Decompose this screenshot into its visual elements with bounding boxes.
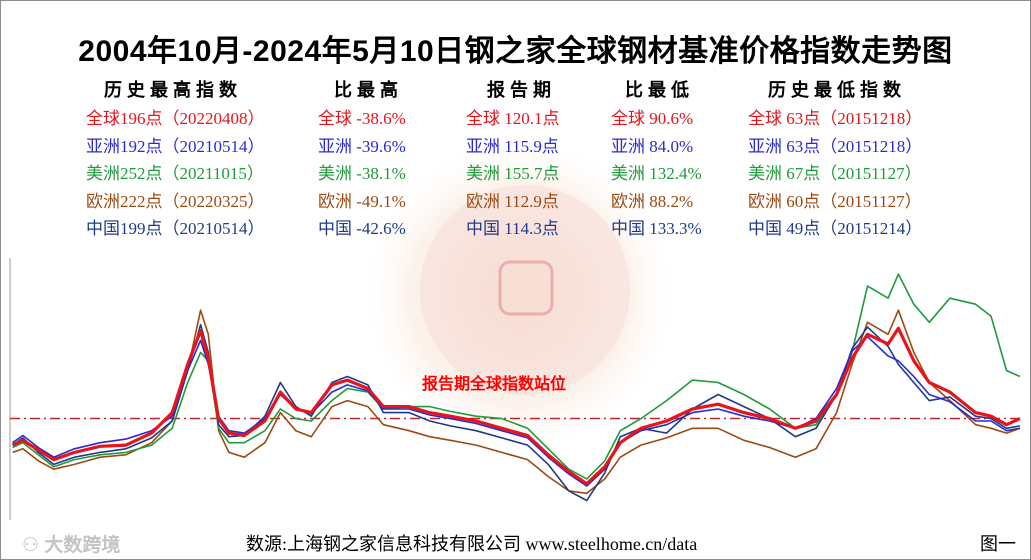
series-line-global: [11, 326, 1021, 486]
col-header-vs-high: 比最高: [334, 80, 403, 100]
watermark-text: ⚇ 大数跨境: [22, 535, 121, 556]
cell-vs-high-row-2: 美洲 -38.1%: [318, 164, 406, 183]
cell-hist-high-row-4: 中国199点（20210514）: [86, 219, 265, 238]
cell-report-row-0: 全球 120.1点: [466, 109, 560, 128]
cell-hist-low-row-3: 欧洲 60点（20151127）: [748, 191, 922, 211]
cell-vs-high-row-3: 欧洲 -49.1%: [318, 191, 406, 211]
cell-vs-low-row-1: 亚洲 84.0%: [611, 136, 694, 156]
cell-hist-low-row-2: 美洲 67点（20151127）: [748, 164, 922, 183]
cell-report-row-1: 亚洲 115.9点: [466, 136, 559, 156]
col-header-vs-low: 比最低: [625, 80, 694, 100]
cell-report-row-3: 欧洲 112.9点: [466, 191, 559, 211]
cell-vs-low-row-2: 美洲 132.4%: [611, 164, 702, 183]
cell-report-row-4: 中国 114.3点: [466, 219, 559, 238]
logo-halo: [360, 135, 680, 455]
cell-hist-low-row-4: 中国 49点（20151214）: [748, 219, 923, 238]
col-header-hist-low: 历史最低指数: [768, 80, 906, 100]
logo-circle: [420, 185, 630, 395]
cell-hist-high-row-3: 欧洲222点（20220325）: [86, 191, 265, 211]
figure-label: 图一: [980, 534, 1016, 554]
cell-hist-high-row-2: 美洲252点（20211015）: [86, 164, 264, 183]
cell-vs-high-row-4: 中国 -42.6%: [318, 219, 406, 238]
logo-seal: [498, 260, 554, 316]
col-header-hist-high: 历史最高指数: [104, 80, 242, 100]
series-line-asia: [12, 335, 1021, 487]
chart-title: 2004年10月-2024年5月10日钢之家全球钢材基准价格指数走势图: [78, 35, 953, 68]
series-line-americas: [12, 273, 1021, 480]
series-line-china: [12, 323, 1021, 502]
cell-vs-high-row-0: 全球 -38.6%: [318, 109, 406, 128]
reference-annotation: 报告期全球指数站位: [422, 376, 567, 393]
cell-vs-high-row-1: 亚洲 -39.6%: [318, 136, 406, 156]
cell-hist-high-row-1: 亚洲192点（20210514）: [86, 136, 265, 156]
cell-vs-low-row-4: 中国 133.3%: [611, 219, 702, 238]
col-header-report: 报告期: [487, 80, 556, 100]
source-footer: 数源:上海钢之家信息科技有限公司 www.steelhome.cn/data: [246, 534, 698, 554]
cell-hist-low-row-1: 亚洲 63点（20151218）: [748, 136, 923, 156]
cell-hist-high-row-0: 全球196点（20220408）: [86, 109, 265, 128]
cell-vs-low-row-0: 全球 90.6%: [611, 109, 694, 128]
cell-vs-low-row-3: 欧洲 88.2%: [611, 191, 694, 211]
watermark-label: 大数跨境: [44, 535, 121, 556]
cell-hist-low-row-0: 全球 63点（20151218）: [748, 109, 923, 128]
cell-report-row-2: 美洲 155.7点: [466, 164, 560, 183]
